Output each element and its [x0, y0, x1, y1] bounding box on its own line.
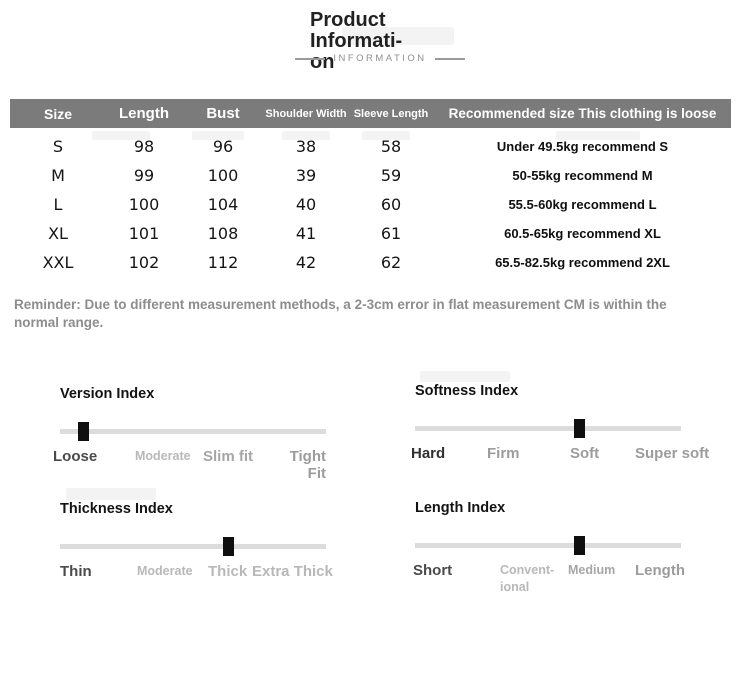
- reminder-line1: Reminder: Due to different measurement m…: [14, 297, 667, 312]
- column-header-length: Length: [119, 105, 169, 122]
- watermark-ghost: [420, 371, 510, 382]
- column-header-shoulder-width: Shoulder Width: [265, 107, 347, 120]
- slider-label-moderate: Moderate: [137, 564, 193, 578]
- slider-label-extra-thick: Extra Thick: [252, 563, 333, 580]
- slider-label-convent-ional: Convent-ional: [500, 563, 555, 594]
- softness-index-title: Softness Index: [415, 383, 519, 399]
- cell-recommended-size: 65.5-82.5kg recommend 2XL: [495, 255, 670, 270]
- slider-label-firm: Firm: [487, 445, 520, 462]
- cell-shoulder-width: 40: [295, 195, 317, 214]
- cell-bust: 96: [212, 137, 234, 156]
- table-body: S 98 96 38 58 Under 49.5kg recommend S M 99 100 3…: [10, 132, 731, 277]
- cell-recommended-size: 60.5-65kg recommend XL: [504, 226, 661, 241]
- cell-size: S: [52, 137, 64, 156]
- watermark-ghost: [556, 131, 640, 140]
- cell-shoulder-width: 42: [295, 253, 317, 272]
- thickness-slider-track[interactable]: [60, 537, 326, 556]
- slider-label-super-soft: Super soft: [635, 445, 710, 462]
- cell-size: XL: [48, 224, 68, 243]
- cell-length: 98: [133, 137, 155, 156]
- table-row: XXL 102 112 42 62 65.5-82.5kg recommend 2XL: [10, 248, 731, 277]
- length-slider-marker[interactable]: [573, 536, 585, 555]
- length-slider-track[interactable]: [415, 536, 681, 555]
- dash-line-right: [434, 57, 465, 60]
- thickness-index-block: Thickness Index Thin Moderate Thick Extra T…: [60, 501, 333, 580]
- length-index-title: Length Index: [415, 500, 506, 516]
- column-header-recommended-size: Recommended size This clothing is loose: [448, 106, 717, 121]
- cell-shoulder-width: 41: [295, 224, 317, 243]
- slider-label-slim-fit: Slim fit: [203, 448, 254, 465]
- dash-line-left: [295, 57, 326, 60]
- version-slider-track[interactable]: [60, 422, 326, 441]
- cell-recommended-size: 50-55kg recommend M: [512, 168, 653, 183]
- cell-size: L: [53, 195, 63, 214]
- cell-recommended-size: 55.5-60kg recommend L: [508, 197, 657, 212]
- table-row: XL 101 108 41 61 60.5-65kg recommend XL: [10, 219, 731, 248]
- watermark-ghost: [66, 488, 156, 500]
- cell-sleeve-length: 61: [380, 224, 402, 243]
- length-slider-labels: Short Convent-ional Medium Length: [413, 562, 685, 604]
- slider-label-thick: Thick: [208, 563, 248, 580]
- slider-label-moderate: Moderate: [135, 449, 191, 463]
- page-title: Product Informati- on: [310, 10, 460, 73]
- column-header-bust: Bust: [206, 105, 240, 122]
- thickness-slider-labels: Thin Moderate Thick Extra Thick: [60, 563, 333, 605]
- thickness-slider-marker[interactable]: [222, 537, 234, 556]
- cell-length: 100: [128, 195, 160, 214]
- table-row: M 99 100 39 59 50-55kg recommend M: [10, 161, 731, 190]
- cell-length: 99: [133, 166, 155, 185]
- column-header-sleeve-length: Sleeve Length: [353, 107, 429, 120]
- cell-size: XXL: [42, 253, 74, 272]
- slider-label-hard: Hard: [411, 445, 446, 462]
- cell-recommended-size: Under 49.5kg recommend S: [496, 139, 669, 154]
- watermark-ghost: [342, 27, 454, 45]
- slider-label-length: Length: [635, 562, 685, 579]
- slider-label-loose: Loose: [53, 448, 98, 465]
- cell-sleeve-length: 60: [380, 195, 402, 214]
- slider-label-soft: Soft: [570, 445, 600, 462]
- version-slider-marker[interactable]: [77, 422, 89, 441]
- cell-length: 102: [128, 253, 160, 272]
- softness-slider-labels: Hard Firm Soft Super soft: [411, 445, 709, 487]
- cell-length: 101: [128, 224, 160, 243]
- measurement-reminder: Reminder: Due to different measurement m…: [14, 296, 734, 332]
- cell-sleeve-length: 62: [380, 253, 402, 272]
- cell-shoulder-width: 39: [295, 166, 317, 185]
- watermark-ghost: [362, 131, 410, 140]
- cell-size: M: [51, 166, 65, 185]
- reminder-line2: normal range.: [14, 315, 104, 330]
- cell-bust: 112: [207, 253, 239, 272]
- size-chart-table: Size Length Bust Shoulder Width Sleeve L…: [10, 99, 731, 277]
- softness-index-block: Softness Index Hard Firm Soft Super soft: [411, 383, 709, 462]
- thickness-index-title: Thickness Index: [60, 501, 173, 517]
- softness-slider-marker[interactable]: [573, 419, 585, 438]
- column-header-size: Size: [43, 105, 72, 122]
- slider-label-medium: Medium: [568, 563, 616, 577]
- page-title-line1: Product Informati-: [310, 9, 403, 52]
- cell-bust: 104: [207, 195, 239, 214]
- table-header-row: Size Length Bust Shoulder Width Sleeve L…: [10, 99, 731, 128]
- version-index-title: Version Index: [60, 386, 155, 402]
- watermark-ghost: [282, 131, 330, 140]
- cell-shoulder-width: 38: [295, 137, 317, 156]
- table-row: L 100 104 40 60 55.5-60kg recommend L: [10, 190, 731, 219]
- softness-slider-track[interactable]: [415, 419, 681, 438]
- slider-label-short: Short: [413, 562, 453, 579]
- slider-label-tight-fit: Tight Fit: [289, 448, 326, 482]
- slider-label-thin: Thin: [60, 563, 92, 580]
- page-title-line2: on: [310, 51, 335, 73]
- information-label: INFORMATION: [333, 53, 427, 64]
- cell-bust: 108: [207, 224, 239, 243]
- watermark-ghost: [192, 131, 244, 140]
- cell-sleeve-length: 59: [380, 166, 402, 185]
- length-index-block: Length Index Short Convent-ional Medium Len…: [413, 500, 685, 594]
- version-index-block: Version Index Loose Moderate Slim fit Tight…: [53, 386, 326, 482]
- table-row: S 98 96 38 58 Under 49.5kg recommend S: [10, 132, 731, 161]
- watermark-ghost: [92, 131, 150, 140]
- cell-sleeve-length: 58: [380, 137, 402, 156]
- cell-bust: 100: [207, 166, 239, 185]
- information-subtitle: INFORMATION: [295, 53, 465, 64]
- version-slider-labels: Loose Moderate Slim fit Tight Fit: [53, 448, 326, 490]
